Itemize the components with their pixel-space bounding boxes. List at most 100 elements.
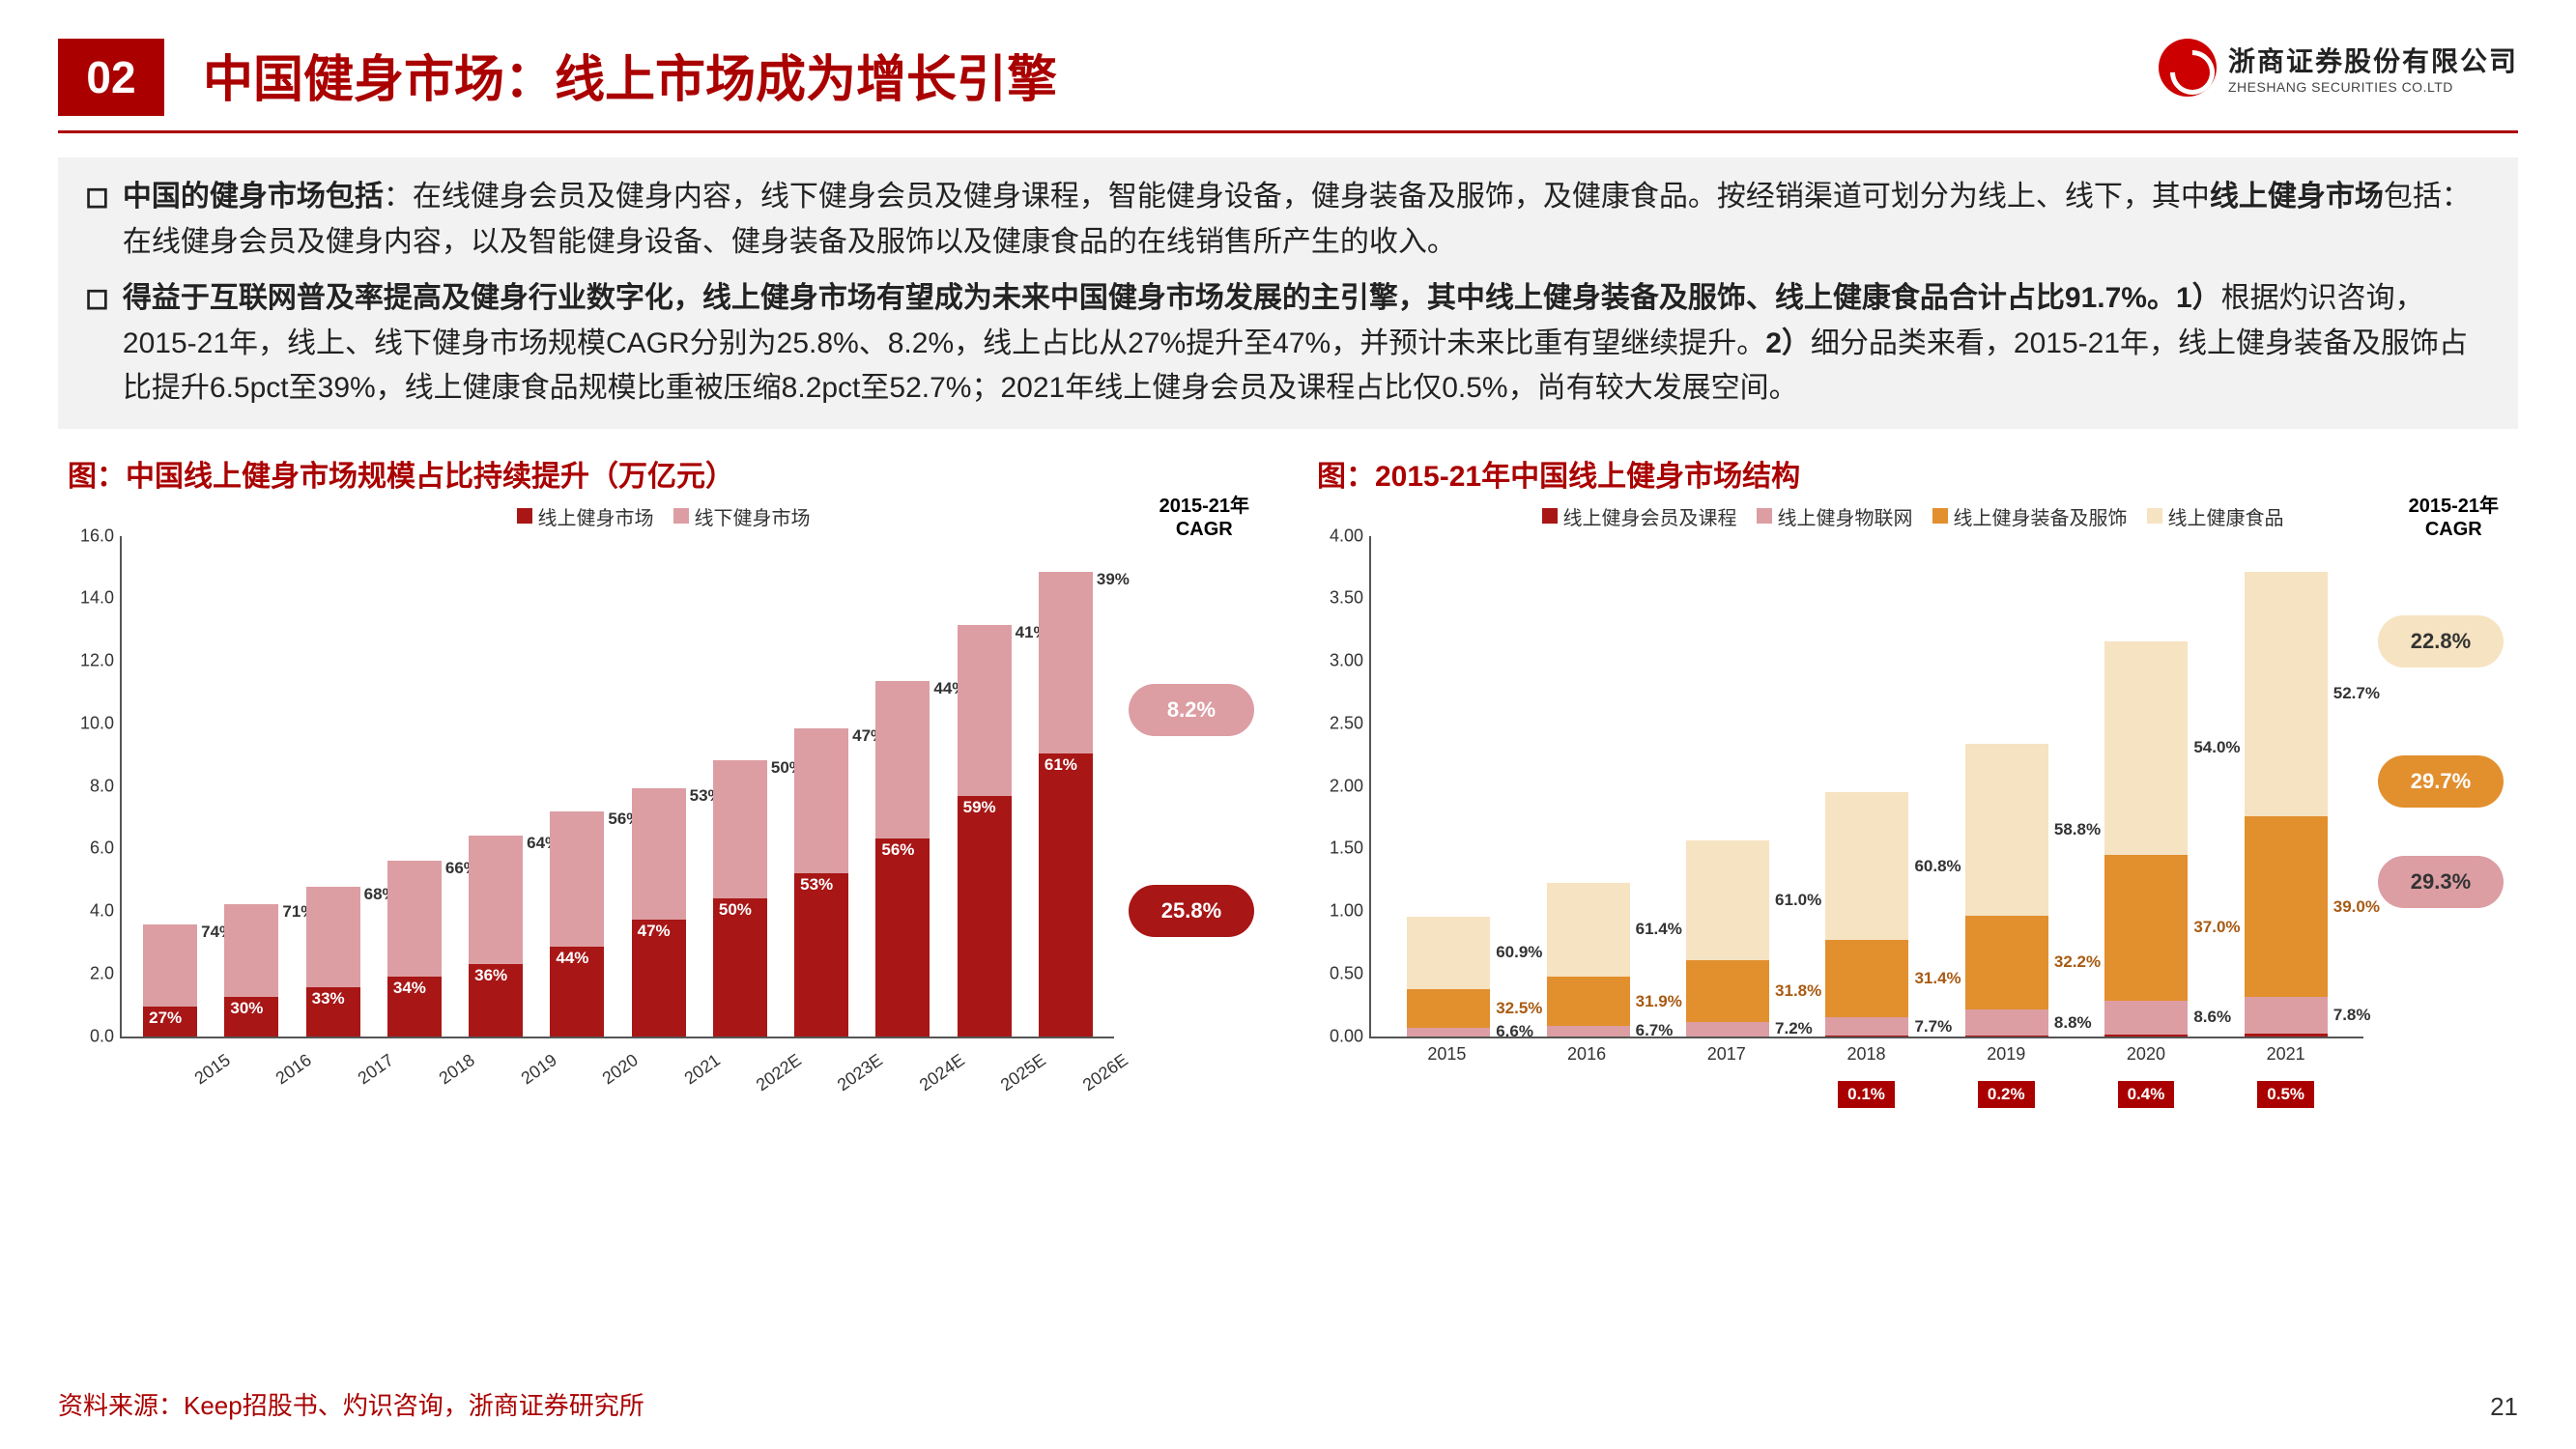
logo-icon — [2159, 39, 2217, 97]
legend-swatch — [673, 508, 689, 524]
bar-segment-online: 27% — [143, 1007, 197, 1037]
bar-segment-offline: 71% — [224, 904, 278, 997]
bar-online-pct: 53% — [800, 875, 833, 895]
y-tick: 3.50 — [1313, 588, 1363, 609]
bar-segment-offline: 64% — [469, 836, 523, 964]
bar-column: 66%34% — [374, 861, 455, 1037]
bar-column: 41%59% — [944, 625, 1025, 1037]
chart-left: 图：中国线上健身市场规模占比持续提升（万亿元） 线上健身市场线下健身市场 201… — [58, 439, 1269, 1038]
chart2-xaxis: 2015201620172018201920202021 — [1369, 1044, 2363, 1065]
y-tick: 16.0 — [64, 526, 114, 546]
bar-segment: 37.0% — [2104, 855, 2188, 1001]
legend-item: 线上健身市场 — [517, 502, 654, 530]
chart1-cagr-header: 2015-21年 CAGR — [1159, 495, 1249, 541]
charts-row: 图：中国线上健身市场规模占比持续提升（万亿元） 线上健身市场线下健身市场 201… — [58, 439, 2518, 1038]
bar-online-pct: 56% — [881, 840, 914, 860]
legend-item: 线上健身物联网 — [1757, 502, 1913, 530]
bar-column: 64%36% — [455, 836, 536, 1037]
bar-segment-offline: 53% — [632, 788, 686, 921]
y-tick: 12.0 — [64, 651, 114, 671]
legend-label: 线上健身市场 — [538, 502, 654, 530]
y-tick: 0.0 — [64, 1026, 114, 1046]
bar-segment: 60.8% — [1825, 792, 1908, 940]
footer-source: 资料来源：Keep招股书、灼识咨询，浙商证券研究所 — [58, 1386, 644, 1422]
legend-label: 线上健身物联网 — [1778, 502, 1913, 530]
bar-segment: 8.6% — [2104, 1001, 2188, 1035]
y-tick: 10.0 — [64, 713, 114, 733]
bar-segment: 60.9% — [1407, 917, 1490, 989]
chart1-legend: 线上健身市场线下健身市场 — [58, 502, 1269, 530]
x-label: 2022E — [727, 1050, 805, 1114]
x-label: 2020 — [2076, 1044, 2217, 1065]
paragraph-2-text: 得益于互联网普及率提高及健身行业数字化，线上健身市场有望成为未来中国健身市场发展… — [123, 276, 2491, 412]
bar-segment: 7.2% — [1686, 1022, 1769, 1037]
bar-column: 58.8%32.2%8.8% — [1937, 744, 2076, 1037]
bar-segment-offline: 74% — [143, 924, 197, 1007]
bar-segment: 61.0% — [1686, 840, 1769, 960]
bar-segment-offline: 44% — [875, 681, 930, 838]
y-tick: 3.00 — [1313, 651, 1363, 671]
y-tick: 8.0 — [64, 776, 114, 796]
bar-column: 56%44% — [536, 811, 617, 1036]
bar-segment: 54.0% — [2104, 641, 2188, 855]
x-label: 2016 — [1517, 1044, 1657, 1065]
logo-cn: 浙商证券股份有限公司 — [2228, 41, 2518, 79]
x-label: 2015 — [156, 1050, 234, 1114]
bar-segment: 7.8% — [2245, 997, 2328, 1034]
bar-column: 44%56% — [862, 681, 943, 1036]
bar-segment-offline: 56% — [550, 811, 604, 947]
bar-column: 61.4%31.9%6.7% — [1518, 883, 1657, 1037]
summary-box: ◻ 中国的健身市场包括：在线健身会员及健身内容，线下健身会员及健身课程，智能健身… — [58, 157, 2518, 429]
x-label: 2025E — [971, 1050, 1049, 1114]
bar-column: 60.9%32.5%6.6% — [1379, 917, 1518, 1037]
bar-segment-online: 44% — [550, 947, 604, 1037]
below-cell: 0.1% — [1796, 1081, 1936, 1108]
x-label: 2017 — [1656, 1044, 1796, 1065]
y-tick: 2.00 — [1313, 776, 1363, 796]
x-label: 2024E — [890, 1050, 968, 1114]
bar-online-pct: 44% — [556, 949, 588, 968]
bar-column: 39%61% — [1025, 572, 1106, 1037]
x-label: 2015 — [1377, 1044, 1517, 1065]
bar-column: 60.8%31.4%7.7% — [1797, 792, 1936, 1036]
below-cell — [1656, 1081, 1796, 1108]
bullet-icon: ◻ — [85, 276, 109, 412]
bar-column: 50%50% — [700, 760, 781, 1037]
bar-column: 61.0%31.8%7.2% — [1658, 840, 1797, 1036]
bar-segment-offline: 68% — [306, 887, 360, 987]
chart2-legend: 线上健身会员及课程线上健身物联网线上健身装备及服饰线上健康食品 — [1307, 502, 2518, 530]
bar-online-pct: 61% — [1045, 755, 1077, 775]
bar-segment-online: 36% — [469, 964, 523, 1037]
section-number: 02 — [58, 39, 164, 116]
bar-seg-pct: 52.7% — [2333, 684, 2380, 703]
bar-online-pct: 34% — [393, 979, 426, 998]
bar-segment: 52.7% — [2245, 572, 2328, 817]
below-badge: 0.2% — [1978, 1081, 2035, 1108]
legend-item: 线下健身市场 — [673, 502, 811, 530]
legend-swatch — [1542, 508, 1558, 524]
bar-segment-offline: 39% — [1039, 572, 1093, 754]
below-cell: 0.2% — [1936, 1081, 2076, 1108]
bar-segment-offline: 66% — [387, 861, 442, 977]
chart1-plot: 74%27%71%30%68%33%66%34%64%36%56%44%53%4… — [120, 536, 1114, 1038]
paragraph-1-text: 中国的健身市场包括：在线健身会员及健身内容，线下健身会员及健身课程，智能健身设备… — [123, 175, 2491, 265]
bar-segment: 7.7% — [1825, 1017, 1908, 1037]
header-divider — [58, 130, 2518, 133]
below-cell — [1377, 1081, 1517, 1108]
logo-en: ZHESHANG SECURITIES CO.LTD — [2228, 79, 2518, 95]
legend-item: 线上健康食品 — [2147, 502, 2284, 530]
paragraph-2: ◻ 得益于互联网普及率提高及健身行业数字化，线上健身市场有望成为未来中国健身市场… — [85, 276, 2491, 412]
y-tick: 0.00 — [1313, 1026, 1363, 1046]
chart1-xaxis: 20152016201720182019202020212022E2023E20… — [120, 1044, 1114, 1065]
legend-swatch — [517, 508, 532, 524]
x-label: 2026E — [1053, 1050, 1131, 1114]
cagr-badge: 8.2% — [1129, 684, 1254, 736]
y-tick: 6.0 — [64, 838, 114, 859]
bar-segment: 58.8% — [1965, 744, 2048, 916]
bar-segment-online: 30% — [224, 997, 278, 1037]
bar-segment-online: 56% — [875, 838, 930, 1037]
page-number: 21 — [2490, 1392, 2518, 1422]
x-label: 2023E — [809, 1050, 887, 1114]
bar-segment: 6.7% — [1547, 1026, 1630, 1037]
cagr-badge: 25.8% — [1129, 885, 1254, 937]
